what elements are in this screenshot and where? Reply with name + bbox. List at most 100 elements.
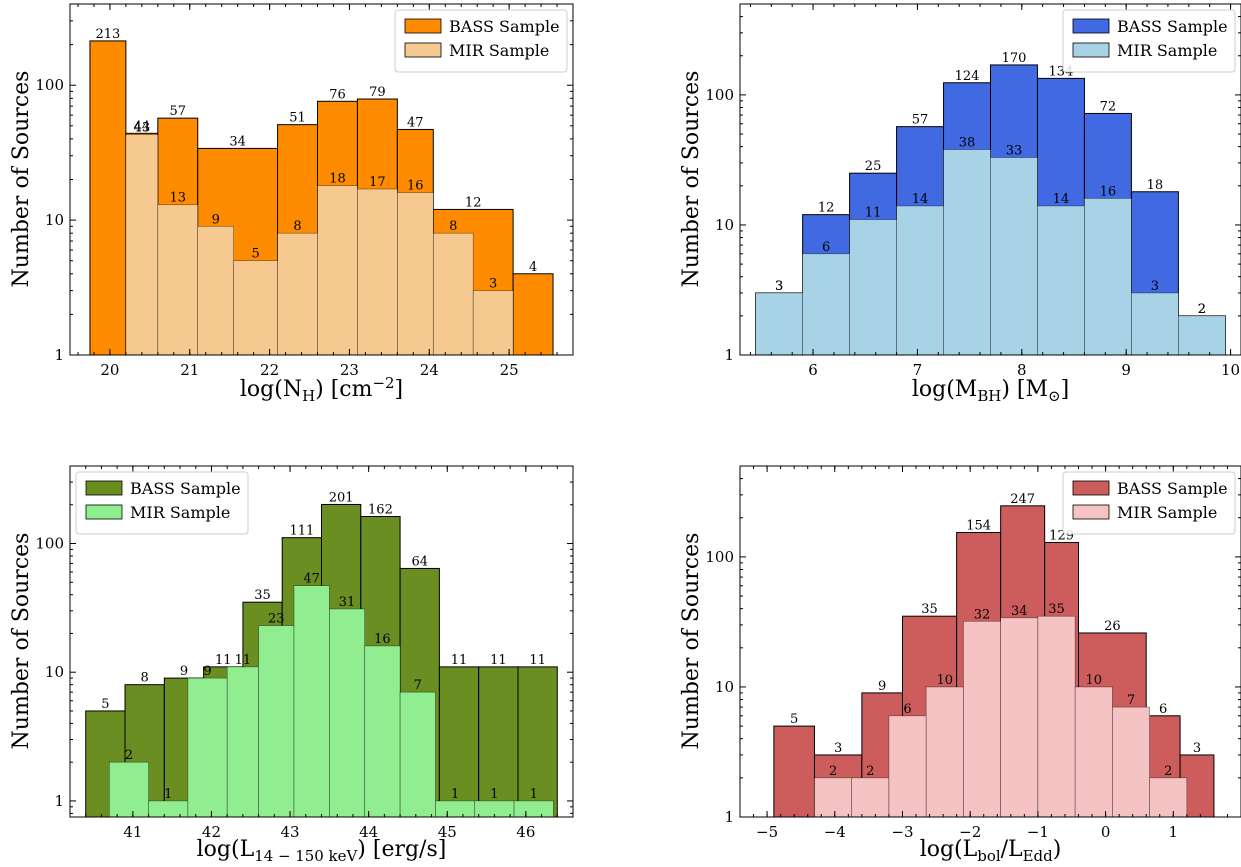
bar <box>226 666 259 818</box>
y-axis-title: Number of Sources <box>9 533 34 750</box>
bar-label: 14 <box>1053 192 1070 207</box>
bar-label: 79 <box>369 85 386 100</box>
bar-label: 64 <box>411 554 428 569</box>
axes-frame <box>739 3 1241 356</box>
bar-label: 1 <box>164 787 172 802</box>
bar-label: 4 <box>529 260 537 275</box>
bar <box>197 225 234 356</box>
y-tick-label: 100 <box>35 534 64 552</box>
bar <box>896 205 944 356</box>
bar-label: 6 <box>1159 702 1167 717</box>
x-tick-label: 0 <box>1101 823 1111 841</box>
legend-label: MIR Sample <box>130 503 230 522</box>
bar-label: 16 <box>1100 184 1117 199</box>
bar-label: 44 <box>134 119 151 134</box>
y-tick-label: 1 <box>54 346 64 364</box>
bar-label: 8 <box>293 219 301 234</box>
bar <box>357 188 398 356</box>
x-tick-label: 24 <box>420 361 439 379</box>
series-mir: 3 6 11 14 38 33 14 16 3 2 <box>755 136 1226 356</box>
bar <box>293 585 330 818</box>
bar <box>258 625 295 818</box>
bar-label: 3 <box>775 279 783 294</box>
bar <box>108 761 149 818</box>
bar-label: 154 <box>966 519 991 534</box>
legend-label: MIR Sample <box>449 41 549 60</box>
bar <box>943 149 991 356</box>
x-ticks: −5 −4 −3 −2 −1 0 1 <box>739 466 1228 841</box>
bar-label: 17 <box>369 175 386 190</box>
y-axis-title: Number of Sources <box>679 533 704 750</box>
x-tick-label: 22 <box>260 361 279 379</box>
bar-label: 124 <box>955 69 980 84</box>
x-tick-label: 21 <box>180 361 199 379</box>
bar-label: 35 <box>1048 602 1065 617</box>
y-tick-label: 1 <box>724 808 734 826</box>
bar-label: 111 <box>289 524 314 539</box>
y-ticks: 1 10 100 <box>705 3 1241 364</box>
x-ticks: 41 42 43 44 45 46 <box>69 466 558 841</box>
x-tick-label: 8 <box>1017 361 1027 379</box>
y-tick-label: 10 <box>715 678 734 696</box>
legend-label: BASS Sample <box>449 17 560 36</box>
y-tick-label: 10 <box>715 216 734 234</box>
bar-label: 201 <box>329 490 354 505</box>
legend-swatch <box>1072 480 1110 496</box>
bar-label: 57 <box>170 104 187 119</box>
bar-label: 2 <box>829 764 837 779</box>
legend: BASS Sample MIR Sample <box>1062 471 1236 535</box>
bar-label: 9 <box>180 664 188 679</box>
bar <box>233 260 278 356</box>
bar <box>1112 706 1150 818</box>
bar <box>435 800 476 818</box>
bar-label: 18 <box>329 172 346 187</box>
bar <box>802 253 850 356</box>
bar <box>125 134 159 356</box>
bar-label: 213 <box>96 27 121 42</box>
bar-label: 14 <box>912 192 929 207</box>
bar-label: 34 <box>1011 604 1028 619</box>
bar-label: 7 <box>414 678 422 693</box>
bar <box>1178 315 1226 356</box>
bar <box>317 185 358 356</box>
bar-label: 16 <box>407 179 424 194</box>
bar <box>1131 292 1179 356</box>
x-tick-label: −3 <box>891 823 913 841</box>
bar-label: 247 <box>1010 492 1035 507</box>
bar-label: 3 <box>489 277 497 292</box>
bar <box>773 725 815 818</box>
bar-label: 18 <box>1147 178 1164 193</box>
bar-label: 3 <box>1151 279 1159 294</box>
bar-label: 2 <box>866 764 874 779</box>
y-tick-label: 10 <box>45 663 64 681</box>
x-axis-title: log(NH) [cm−2] <box>240 374 403 405</box>
y-ticks: 1 10 100 <box>705 465 1241 826</box>
bar-label: 11 <box>865 206 882 221</box>
bar <box>755 292 803 356</box>
bar <box>513 800 554 818</box>
bar <box>512 273 554 356</box>
bar-label: 5 <box>251 247 259 262</box>
bar-label: 7 <box>1127 693 1135 708</box>
bar-label: 13 <box>170 191 187 206</box>
y-tick-label: 100 <box>705 86 734 104</box>
y-axis-title: Number of Sources <box>9 71 34 288</box>
x-tick-label: 41 <box>123 823 142 841</box>
legend-swatch <box>1072 504 1110 520</box>
bar-label: 38 <box>959 136 976 151</box>
bar-label: 170 <box>1002 51 1027 66</box>
axes-frame <box>739 465 1241 818</box>
bar <box>814 777 853 818</box>
bar-label: 10 <box>1085 673 1102 688</box>
legend-swatch <box>85 504 123 520</box>
bar-label: 35 <box>921 602 938 617</box>
legend-swatch <box>404 18 442 34</box>
legend-swatch <box>85 480 123 496</box>
bar <box>397 192 434 356</box>
bar-label: 9 <box>878 679 886 694</box>
bar-label: 9 <box>203 664 211 679</box>
